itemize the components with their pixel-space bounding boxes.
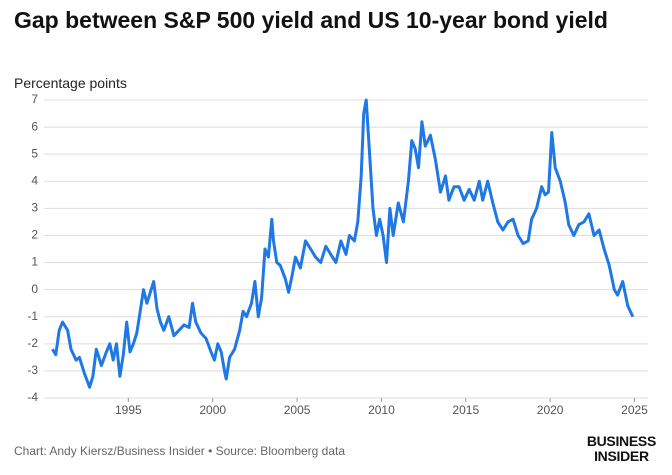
y-tick-label: 0 <box>31 282 38 296</box>
x-tick-label: 1995 <box>115 403 142 417</box>
y-tick-label: 5 <box>31 146 38 160</box>
y-tick-label: 1 <box>31 255 38 269</box>
x-tick-label: 2005 <box>284 403 311 417</box>
y-tick-label: 3 <box>31 201 38 215</box>
y-tick-label: -1 <box>27 309 38 323</box>
x-tick-label: 2000 <box>199 403 226 417</box>
y-tick-label: 6 <box>31 119 38 133</box>
y-tick-label: -2 <box>27 336 38 350</box>
y-tick-label: 2 <box>31 228 38 242</box>
y-tick-label: -4 <box>27 390 38 404</box>
x-tick-label: 2020 <box>537 403 564 417</box>
y-tick-label: -3 <box>27 363 38 377</box>
chart: -4 -3 -2 -1 0 1 2 3 4 5 6 7 1995 2000 2005 2010 2015 2020… <box>27 92 648 417</box>
source-note: Chart: Andy Kiersz/Business Insider • So… <box>14 444 346 458</box>
logo: BUSINESS INSIDER <box>587 434 656 464</box>
y-tick-label: 7 <box>31 92 38 106</box>
x-tick-label: 2025 <box>621 403 648 417</box>
chart-title: Gap between S&P 500 yield and US 10-year… <box>14 7 608 33</box>
x-tick-label: 2015 <box>452 403 479 417</box>
x-tick-label: 2010 <box>368 403 395 417</box>
logo-line: INSIDER <box>594 448 649 464</box>
logo-line: BUSINESS <box>586 433 656 449</box>
y-axis-label: Percentage points <box>14 75 127 91</box>
data-line <box>51 98 635 389</box>
y-tick-label: 4 <box>31 173 38 187</box>
